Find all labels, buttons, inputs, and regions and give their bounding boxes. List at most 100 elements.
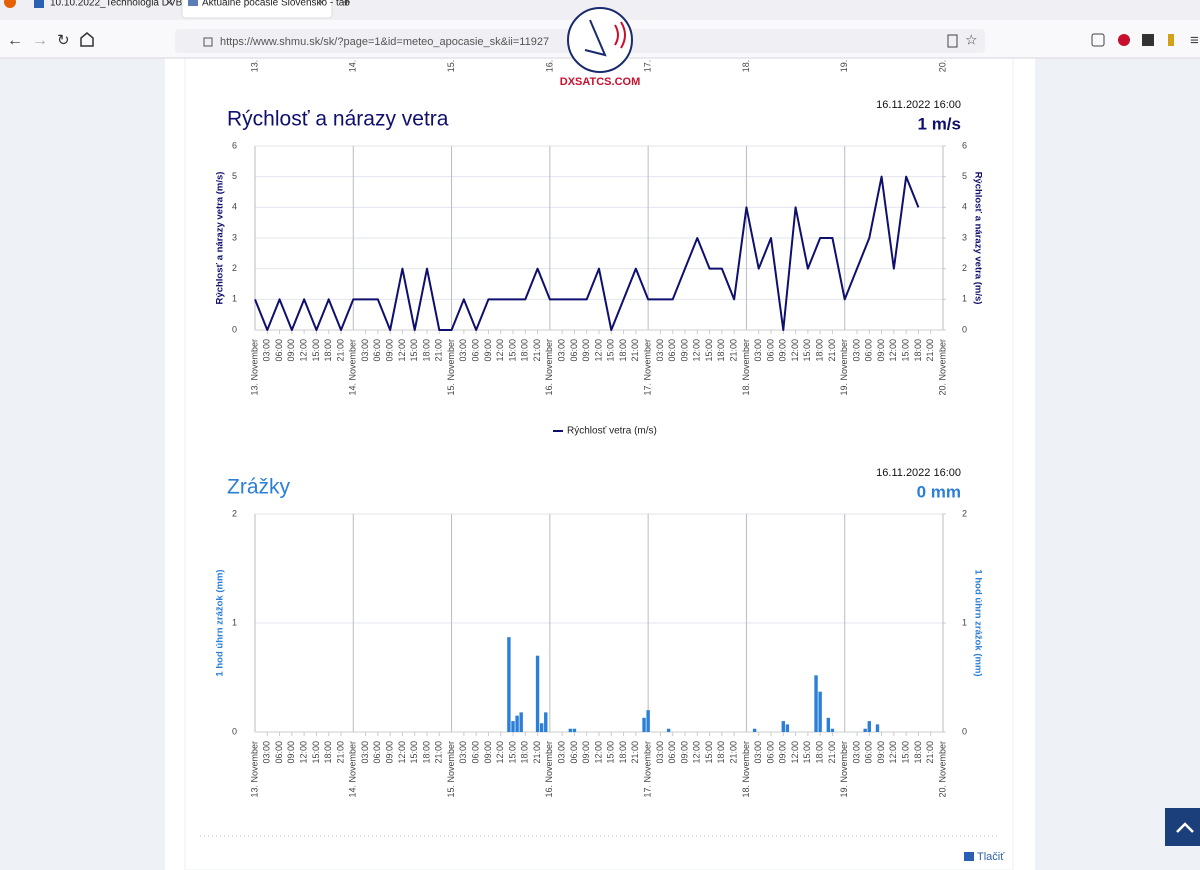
tab-close[interactable]: × [318, 0, 324, 9]
x-tick-label: 03:00 [360, 339, 370, 362]
x-tick-label: 12:00 [299, 741, 309, 764]
x-tick-label: 09:00 [778, 339, 788, 362]
x-tick-label: 18:00 [618, 339, 628, 362]
fragment-label: 20. [937, 60, 947, 73]
x-tick-label: 15:00 [311, 339, 321, 362]
print-icon[interactable] [964, 852, 974, 861]
x-tick-label: 21:00 [729, 339, 739, 362]
x-tick-label: 06:00 [274, 741, 284, 764]
bar [572, 728, 577, 732]
bar [539, 723, 544, 732]
x-tick-label: 03:00 [655, 741, 665, 764]
x-tick-label: 03:00 [753, 741, 763, 764]
x-tick-label: 03:00 [851, 339, 861, 362]
extension-icon[interactable] [1168, 34, 1174, 46]
x-tick-label: 18:00 [520, 339, 530, 362]
x-tick-label: 09:00 [679, 339, 689, 362]
x-tick-label: 15:00 [606, 339, 616, 362]
bar [863, 728, 867, 732]
x-tick-label: 18:00 [815, 741, 825, 764]
bar [752, 728, 757, 732]
bar [646, 710, 650, 732]
print-link[interactable]: Tlačiť [977, 851, 1005, 863]
new-tab[interactable]: + [342, 0, 351, 11]
x-tick-label: 15:00 [802, 339, 812, 362]
tab-favicon [188, 0, 198, 6]
x-tick-label: 09:00 [876, 339, 886, 362]
toolbar-icon[interactable] [1091, 33, 1105, 47]
y2-tick-label: 5 [962, 171, 967, 181]
bar [785, 724, 790, 732]
forward-button[interactable]: → [32, 32, 48, 49]
reload-button[interactable]: ↻ [57, 32, 70, 49]
browser-icon [4, 0, 16, 8]
menu-button[interactable]: ≡ [1190, 32, 1199, 49]
x-tick-label: 21:00 [630, 741, 640, 764]
legend-label: Rýchlosť vetra (m/s) [567, 426, 657, 437]
x-tick-label: 15:00 [606, 741, 616, 764]
fragment-label: 18. [741, 60, 751, 73]
x-tick-label: 19. November [839, 741, 849, 798]
x-tick-label: 06:00 [471, 741, 481, 764]
active-tab[interactable] [181, 0, 333, 19]
x-tick-label: 18:00 [716, 741, 726, 764]
y2-axis-title: 1 hod úhrn zrážok (mm) [972, 569, 983, 676]
x-tick-label: 21:00 [335, 339, 345, 362]
tab-title[interactable]: Aktuálne počasie Slovensko - tab [202, 0, 350, 9]
x-tick-label: 12:00 [790, 741, 800, 764]
tab-title[interactable]: 10.10.2022_Technológia DVB-S2/M [50, 0, 209, 9]
bookmark-star[interactable]: ☆ [965, 32, 978, 48]
fragment-label: 13. [249, 60, 259, 73]
y-tick-label: 0 [232, 324, 237, 334]
x-tick-label: 15:00 [704, 741, 714, 764]
x-tick-label: 12:00 [593, 339, 603, 362]
home-button[interactable] [80, 32, 94, 47]
x-tick-label: 18:00 [815, 339, 825, 362]
x-tick-label: 18:00 [323, 339, 333, 362]
x-tick-label: 15:00 [901, 339, 911, 362]
x-tick-label: 17. November [643, 741, 653, 798]
url-text[interactable]: https://www.shmu.sk/sk/?page=1&id=meteo_… [220, 36, 549, 48]
x-tick-label: 14. November [348, 339, 358, 396]
x-tick-label: 15:00 [901, 741, 911, 764]
y2-tick-label: 2 [962, 263, 967, 273]
x-tick-label: 15:00 [409, 741, 419, 764]
y-tick-label: 0 [232, 726, 237, 736]
reader-icon[interactable] [947, 34, 958, 48]
x-tick-label: 21:00 [827, 339, 837, 362]
x-tick-label: 15:00 [311, 741, 321, 764]
logo-text: DXSATCS.COM [560, 76, 640, 88]
x-tick-label: 16. November [544, 339, 554, 396]
bar [781, 721, 785, 732]
x-tick-label: 21:00 [925, 741, 935, 764]
bar [535, 655, 540, 732]
tab-close[interactable]: × [166, 0, 172, 9]
logo-dish [584, 19, 607, 57]
y-axis-title: Rýchlosť a nárazy vetra (m/s) [215, 172, 226, 305]
y2-tick-label: 1 [962, 294, 967, 304]
x-tick-label: 09:00 [385, 339, 395, 362]
bar [568, 728, 573, 732]
x-tick-label: 18:00 [618, 741, 628, 764]
x-tick-label: 12:00 [495, 339, 505, 362]
x-tick-label: 06:00 [667, 339, 677, 362]
x-tick-label: 18. November [741, 741, 751, 798]
fragment-label: 15. [446, 60, 456, 73]
x-tick-label: 06:00 [372, 741, 382, 764]
extension-icon[interactable] [1118, 34, 1130, 46]
x-tick-label: 06:00 [471, 339, 481, 362]
x-tick-label: 03:00 [458, 339, 468, 362]
x-tick-label: 03:00 [262, 339, 272, 362]
y-tick-label: 4 [232, 202, 237, 212]
back-button[interactable]: ← [7, 32, 23, 49]
extension-icon[interactable] [1142, 34, 1154, 46]
x-tick-label: 12:00 [790, 339, 800, 362]
x-tick-label: 06:00 [569, 741, 579, 764]
y-tick-label: 6 [232, 140, 237, 150]
bar [814, 675, 818, 732]
bar [826, 717, 831, 732]
bar [642, 717, 646, 732]
x-tick-label: 15:00 [704, 339, 714, 362]
x-tick-label: 09:00 [385, 741, 395, 764]
